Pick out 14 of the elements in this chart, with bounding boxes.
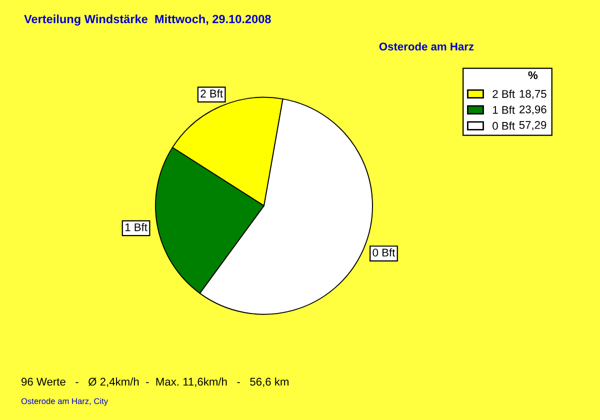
legend-title: % — [528, 71, 538, 80]
data-label: 57,29 — [519, 121, 546, 130]
legend-label: 2 Bft — [492, 90, 515, 98]
slice-label: 0 Bft — [372, 248, 396, 256]
data-label: 18,75 — [520, 90, 546, 100]
text: Osterode am Harz, City — [21, 398, 108, 406]
chart-subtitle: Osterode am Harz — [379, 42, 474, 51]
data-label: 23,96 — [520, 105, 546, 115]
slice-label: 1 Bft — [125, 223, 148, 232]
text: 96 Werte - Ø 2,4km/h - Max. 11,6km/h - 56,6 km — [22, 378, 288, 387]
slice-label: 2 Bft — [200, 89, 223, 98]
chart-title: Verteilung Windstärke Mittwoch, 29.10.2008 — [24, 14, 271, 26]
legend-label: 0 Bft — [492, 122, 515, 130]
legend-label: 1 Bft — [492, 106, 515, 114]
